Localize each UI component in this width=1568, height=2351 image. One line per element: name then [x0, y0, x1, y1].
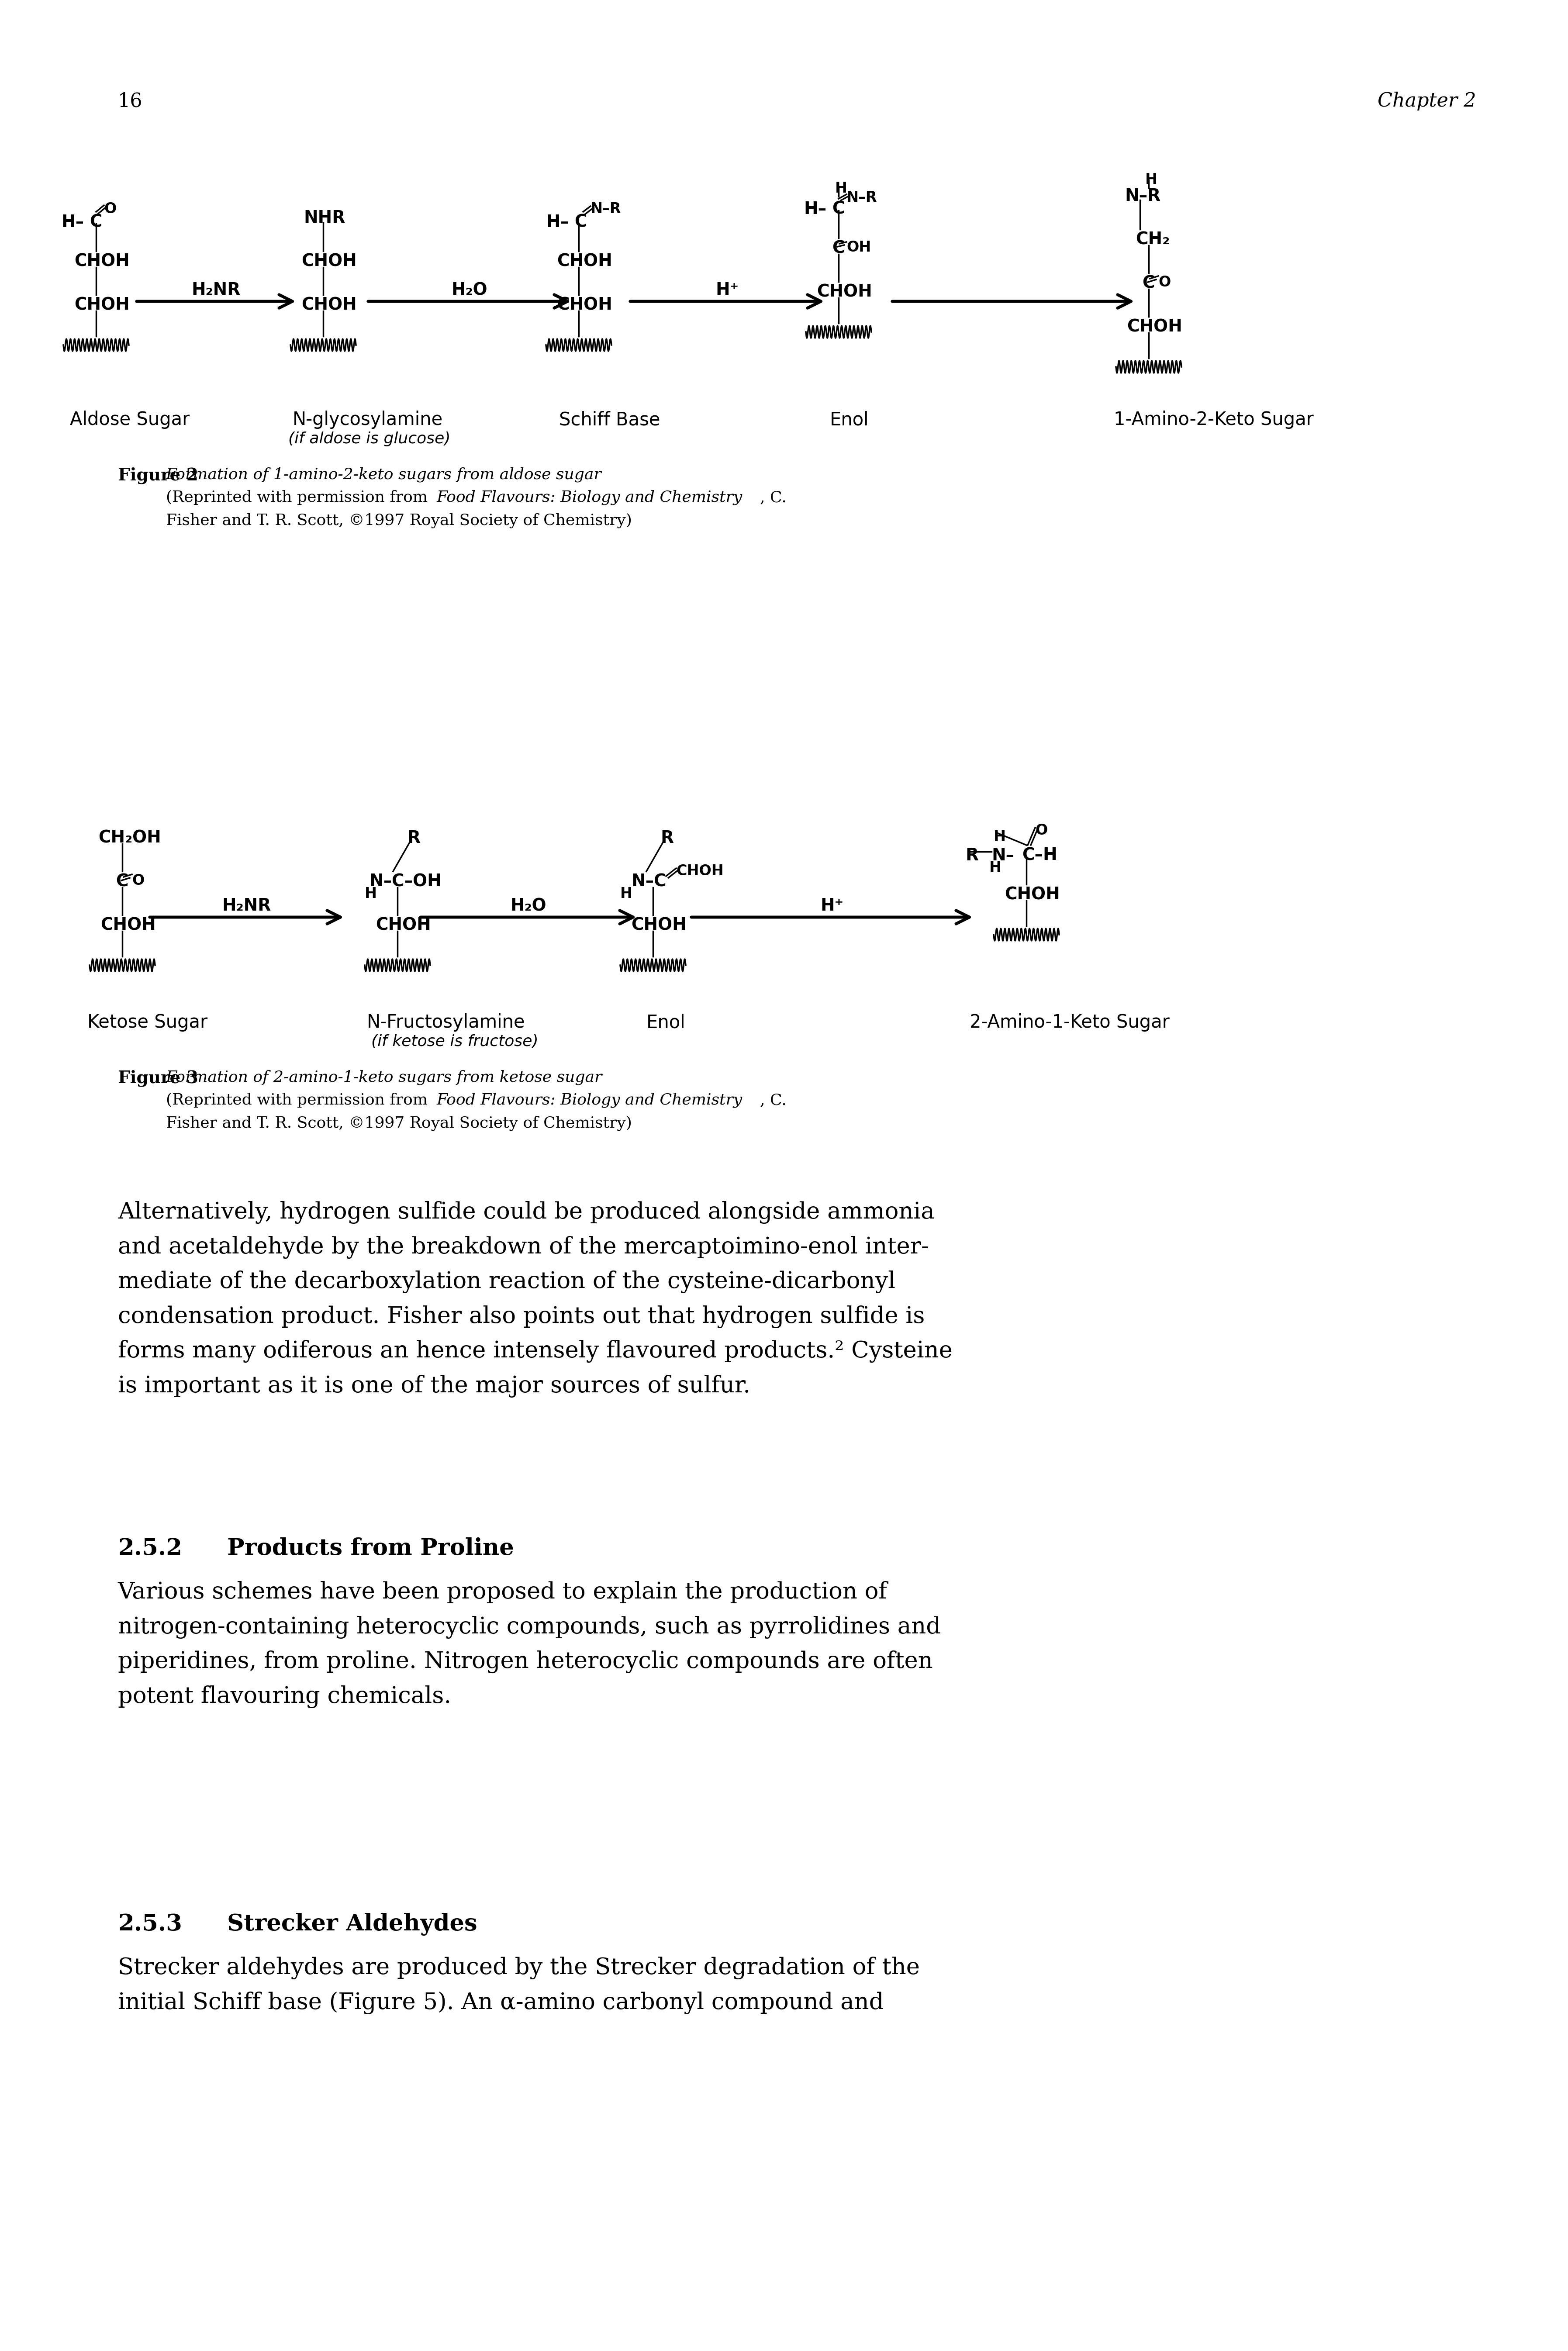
Text: H–: H– — [61, 214, 85, 230]
Text: N–R: N–R — [590, 202, 621, 216]
Text: Ketose Sugar: Ketose Sugar — [88, 1013, 207, 1032]
Text: CHOH: CHOH — [301, 254, 356, 270]
Text: Aldose Sugar: Aldose Sugar — [71, 411, 190, 428]
Text: is important as it is one of the major sources of sulfur.: is important as it is one of the major s… — [118, 1375, 750, 1396]
Text: Enol: Enol — [829, 411, 869, 428]
Text: H: H — [994, 830, 1005, 844]
Text: H–: H– — [546, 214, 569, 230]
Text: piperidines, from proline. Nitrogen heterocyclic compounds are often: piperidines, from proline. Nitrogen hete… — [118, 1650, 933, 1674]
Text: NHR: NHR — [304, 209, 345, 226]
Text: H: H — [365, 886, 376, 900]
Text: CHOH: CHOH — [1004, 886, 1060, 903]
Text: CHOH: CHOH — [557, 296, 612, 313]
Text: Fisher and T. R. Scott, ©1997 Royal Society of Chemistry): Fisher and T. R. Scott, ©1997 Royal Soci… — [166, 513, 632, 529]
Text: H: H — [619, 886, 632, 900]
Text: N-Fructosylamine: N-Fructosylamine — [367, 1013, 525, 1032]
Text: , C.: , C. — [760, 489, 786, 505]
Text: Figure 2: Figure 2 — [118, 468, 198, 484]
Text: C: C — [1142, 275, 1154, 292]
Text: (if ketose is fructose): (if ketose is fructose) — [372, 1034, 538, 1049]
Text: N–: N– — [991, 846, 1014, 863]
Text: CH₂OH: CH₂OH — [99, 830, 162, 846]
Text: (if aldose is glucose): (if aldose is glucose) — [289, 433, 450, 447]
Text: C: C — [89, 214, 102, 230]
Text: CHOH: CHOH — [557, 254, 612, 270]
Text: Strecker aldehydes are produced by the Strecker degradation of the: Strecker aldehydes are produced by the S… — [118, 1956, 919, 1980]
Text: H⁺: H⁺ — [820, 898, 844, 915]
Text: CH₂: CH₂ — [1135, 230, 1170, 249]
Text: H₂O: H₂O — [452, 282, 488, 299]
Text: 2-Amino-1-Keto Sugar: 2-Amino-1-Keto Sugar — [969, 1013, 1170, 1032]
Text: OH: OH — [847, 240, 870, 254]
Text: CHOH: CHOH — [630, 917, 687, 933]
Text: C–H: C–H — [1022, 846, 1057, 863]
Text: CHOH: CHOH — [74, 296, 130, 313]
Text: Chapter 2: Chapter 2 — [1377, 92, 1475, 110]
Text: forms many odiferous an hence intensely flavoured products.² Cysteine: forms many odiferous an hence intensely … — [118, 1340, 952, 1364]
Text: CHOH: CHOH — [74, 254, 130, 270]
Text: H₂NR: H₂NR — [191, 282, 240, 299]
Text: initial Schiff base (Figure 5). An α-amino carbonyl compound and: initial Schiff base (Figure 5). An α-ami… — [118, 1991, 883, 2015]
Text: CHOH: CHOH — [1126, 320, 1182, 336]
Text: O: O — [1035, 823, 1047, 837]
Text: C: C — [116, 875, 129, 891]
Text: , C.: , C. — [760, 1093, 786, 1107]
Text: Figure 3: Figure 3 — [118, 1070, 198, 1086]
Text: N-glycosylamine: N-glycosylamine — [293, 411, 442, 428]
Text: R: R — [408, 830, 420, 846]
Text: potent flavouring chemicals.: potent flavouring chemicals. — [118, 1686, 452, 1707]
Text: Products from Proline: Products from Proline — [227, 1538, 514, 1559]
Text: Schiff Base: Schiff Base — [558, 411, 660, 428]
Text: Enol: Enol — [646, 1013, 685, 1032]
Text: (Reprinted with permission from: (Reprinted with permission from — [166, 489, 433, 505]
Text: H⁺: H⁺ — [715, 282, 739, 299]
Text: CHOH: CHOH — [301, 296, 356, 313]
Text: H₂NR: H₂NR — [223, 898, 271, 915]
Text: 16: 16 — [118, 92, 143, 110]
Text: Food Flavours: Biology and Chemistry: Food Flavours: Biology and Chemistry — [436, 1093, 742, 1107]
Text: O: O — [1159, 275, 1170, 289]
Text: N–C: N–C — [630, 875, 666, 891]
Text: Alternatively, hydrogen sulfide could be produced alongside ammonia: Alternatively, hydrogen sulfide could be… — [118, 1201, 935, 1225]
Text: Food Flavours: Biology and Chemistry: Food Flavours: Biology and Chemistry — [436, 489, 742, 505]
Text: R: R — [964, 846, 978, 863]
Text: CHOH: CHOH — [375, 917, 431, 933]
Text: H: H — [834, 181, 847, 195]
Text: C: C — [831, 240, 844, 256]
Text: H: H — [1145, 172, 1157, 188]
Text: Fisher and T. R. Scott, ©1997 Royal Society of Chemistry): Fisher and T. R. Scott, ©1997 Royal Soci… — [166, 1114, 632, 1131]
Text: CHOH: CHOH — [100, 917, 155, 933]
Text: 2.5.3: 2.5.3 — [118, 1914, 182, 1935]
Text: O: O — [103, 202, 116, 216]
Text: N–R: N–R — [1124, 188, 1160, 205]
Text: N–C–OH: N–C–OH — [368, 875, 441, 891]
Text: H–: H– — [803, 200, 826, 219]
Text: Formation of 2-amino-1-keto sugars from ketose sugar: Formation of 2-amino-1-keto sugars from … — [166, 1070, 602, 1086]
Text: CHOH: CHOH — [817, 284, 872, 301]
Text: (Reprinted with permission from: (Reprinted with permission from — [166, 1093, 433, 1107]
Text: 1-Amino-2-Keto Sugar: 1-Amino-2-Keto Sugar — [1113, 411, 1314, 428]
Text: Strecker Aldehydes: Strecker Aldehydes — [227, 1914, 477, 1935]
Text: Various schemes have been proposed to explain the production of: Various schemes have been proposed to ex… — [118, 1580, 887, 1603]
Text: 2.5.2: 2.5.2 — [118, 1538, 182, 1559]
Text: and acetaldehyde by the breakdown of the mercaptoimino-enol inter-: and acetaldehyde by the breakdown of the… — [118, 1237, 928, 1258]
Text: mediate of the decarboxylation reaction of the cysteine-dicarbonyl: mediate of the decarboxylation reaction … — [118, 1270, 895, 1293]
Text: R: R — [660, 830, 673, 846]
Text: N–R: N–R — [847, 190, 877, 205]
Text: H: H — [989, 860, 1002, 875]
Text: condensation product. Fisher also points out that hydrogen sulfide is: condensation product. Fisher also points… — [118, 1305, 925, 1328]
Text: CHOH: CHOH — [676, 863, 723, 879]
Text: nitrogen-containing heterocyclic compounds, such as pyrrolidines and: nitrogen-containing heterocyclic compoun… — [118, 1615, 941, 1639]
Text: C: C — [574, 214, 586, 230]
Text: Formation of 1-amino-2-keto sugars from aldose sugar: Formation of 1-amino-2-keto sugars from … — [166, 468, 602, 482]
Text: O: O — [132, 875, 144, 889]
Text: H₂O: H₂O — [510, 898, 546, 915]
Text: C: C — [831, 200, 844, 219]
